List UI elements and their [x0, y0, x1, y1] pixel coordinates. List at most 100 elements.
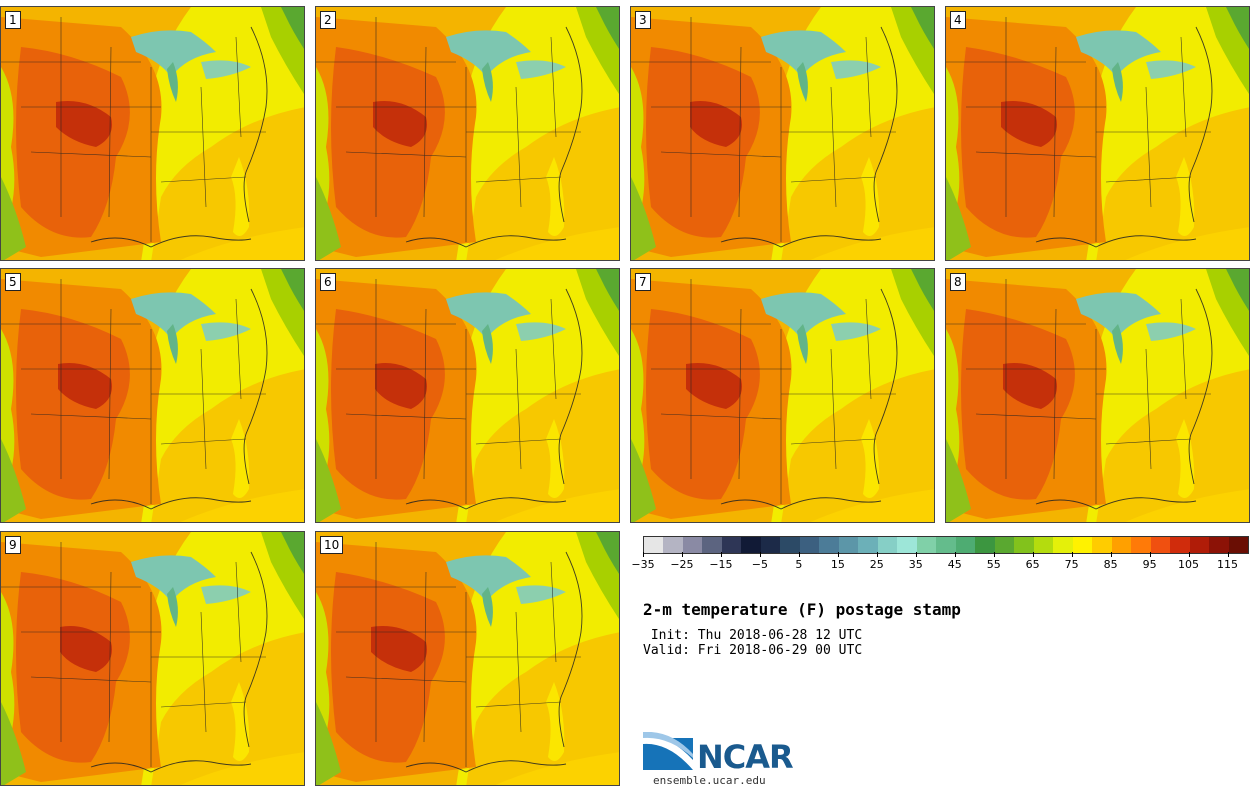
member-map-panel: 5 — [0, 268, 305, 523]
colorbar-tick-label: 85 — [1103, 558, 1118, 571]
colorbar-tick-mark — [1071, 552, 1073, 557]
colorbar-tick-mark — [681, 552, 683, 557]
colorbar-tick-mark — [993, 552, 995, 557]
colorbar-tick-label: 5 — [795, 558, 803, 571]
colorbar-swatch — [1150, 537, 1171, 553]
chart-title: 2-m temperature (F) postage stamp — [643, 600, 961, 619]
member-label: 9 — [5, 536, 21, 554]
colorbar-tick-label: −15 — [709, 558, 733, 571]
member-map-panel: 4 — [945, 6, 1250, 261]
colorbar-tick-mark — [954, 552, 956, 557]
colorbar-swatch — [1092, 537, 1112, 553]
colorbar-swatch — [663, 537, 683, 553]
colorbar-tick-mark — [1227, 552, 1229, 557]
colorbar-swatch — [975, 537, 995, 553]
colorbar-swatch — [858, 537, 878, 553]
temperature-map — [1, 7, 304, 260]
colorbar-tick-label: 95 — [1142, 558, 1157, 571]
temperature-map — [316, 532, 619, 785]
colorbar-tick-mark — [759, 552, 761, 557]
colorbar-tick-label: −25 — [670, 558, 694, 571]
colorbar-tick-mark — [1032, 552, 1034, 557]
member-map-panel: 8 — [945, 268, 1250, 523]
member-label: 7 — [635, 273, 651, 291]
colorbar-tick-mark — [798, 552, 800, 557]
colorbar-tick-label: 115 — [1217, 558, 1239, 571]
ncar-logo: NCAR ensemble.ucar.edu — [643, 732, 803, 787]
colorbar-swatch — [1033, 537, 1054, 553]
colorbar-tick-label: 25 — [869, 558, 884, 571]
temperature-map — [631, 7, 934, 260]
member-label: 6 — [320, 273, 336, 291]
colorbar-tick-mark — [1149, 552, 1151, 557]
colorbar-swatch — [994, 537, 1015, 553]
colorbar-tick-mark — [1188, 552, 1190, 557]
logo-site: ensemble.ucar.edu — [653, 774, 766, 787]
colorbar-tick-mark — [643, 552, 644, 557]
colorbar-swatch — [780, 537, 800, 553]
colorbar-tick-mark — [876, 552, 878, 557]
colorbar-tick-mark — [720, 552, 722, 557]
member-label: 1 — [5, 11, 21, 29]
member-label: 3 — [635, 11, 651, 29]
colorbar-swatch — [838, 537, 859, 553]
colorbar-swatch — [1053, 537, 1073, 553]
temperature-map — [946, 7, 1249, 260]
temperature-map — [631, 269, 934, 522]
member-map-panel: 2 — [315, 6, 620, 261]
colorbar-tick-label: 35 — [908, 558, 923, 571]
colorbar-swatch — [877, 537, 898, 553]
member-label: 2 — [320, 11, 336, 29]
colorbar-tick-label: 65 — [1025, 558, 1040, 571]
colorbar-swatch — [897, 537, 917, 553]
temperature-map — [316, 269, 619, 522]
member-label: 5 — [5, 273, 21, 291]
member-map-panel: 10 — [315, 531, 620, 786]
member-label: 8 — [950, 273, 966, 291]
colorbar-tick-mark — [1110, 552, 1112, 557]
colorbar-tick-label: −5 — [751, 558, 768, 571]
temperature-map — [1, 269, 304, 522]
colorbar-swatch — [1189, 537, 1210, 553]
colorbar-swatch — [644, 537, 664, 553]
colorbar-swatch — [1072, 537, 1093, 553]
colorbar-tick-mark — [837, 552, 839, 557]
colorbar — [643, 536, 1249, 554]
colorbar-tick-label: 55 — [986, 558, 1001, 571]
init-time: Init: Thu 2018-06-28 12 UTC — [643, 628, 863, 643]
member-map-panel: 6 — [315, 268, 620, 523]
colorbar-swatch — [760, 537, 781, 553]
colorbar-swatch — [819, 537, 839, 553]
colorbar-swatch — [1014, 537, 1034, 553]
ncar-swoosh-icon — [643, 732, 693, 770]
temperature-map — [1, 532, 304, 785]
colorbar-tick-label: 75 — [1064, 558, 1079, 571]
colorbar-swatch — [916, 537, 937, 553]
colorbar-tick-label: −35 — [631, 558, 655, 571]
colorbar-tick-mark — [915, 552, 917, 557]
colorbar-swatch — [702, 537, 722, 553]
temperature-map — [316, 7, 619, 260]
colorbar-tick-label: 105 — [1178, 558, 1200, 571]
colorbar-swatch — [1228, 537, 1249, 553]
colorbar-swatch — [682, 537, 703, 553]
colorbar-swatch — [1209, 537, 1229, 553]
colorbar-tick-label: 15 — [830, 558, 845, 571]
member-map-panel: 3 — [630, 6, 935, 261]
colorbar-swatch — [799, 537, 820, 553]
colorbar-tick-label: 45 — [947, 558, 962, 571]
member-label: 4 — [950, 11, 966, 29]
member-label: 10 — [320, 536, 344, 554]
colorbar-swatch — [1170, 537, 1190, 553]
colorbar-swatch — [721, 537, 742, 553]
colorbar-swatch — [1111, 537, 1132, 553]
colorbar-swatch — [1131, 537, 1151, 553]
colorbar-swatch — [955, 537, 976, 553]
colorbar-ticks: −35 −25 −15 −5 5 15 25 35 45 55 65 75 85 95 105 115 — [631, 552, 1247, 576]
member-map-panel: 9 — [0, 531, 305, 786]
valid-time: Valid: Fri 2018-06-29 00 UTC — [643, 643, 863, 658]
temperature-map — [946, 269, 1249, 522]
colorbar-swatch — [741, 537, 761, 553]
logo-text: NCAR — [697, 738, 794, 776]
member-map-panel: 1 — [0, 6, 305, 261]
